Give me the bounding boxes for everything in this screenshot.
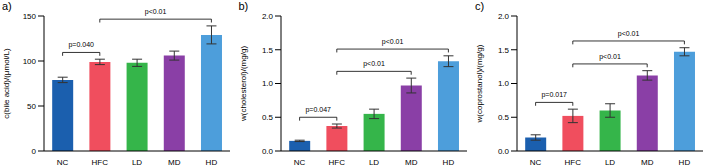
svg-text:p<0.01: p<0.01 bbox=[618, 30, 640, 38]
svg-text:NC: NC bbox=[57, 158, 69, 167]
svg-text:1.0: 1.0 bbox=[261, 79, 273, 88]
svg-text:p<0.01: p<0.01 bbox=[381, 38, 403, 46]
html-text:b): b) bbox=[238, 0, 249, 12]
svg-text:0.0: 0.0 bbox=[498, 147, 510, 156]
svg-text:HFC: HFC bbox=[328, 158, 345, 167]
svg-text:1.5: 1.5 bbox=[498, 46, 510, 55]
svg-text:NC: NC bbox=[293, 158, 305, 167]
html-text:c): c) bbox=[475, 0, 485, 12]
svg-text:p<0.01: p<0.01 bbox=[145, 8, 167, 16]
svg-text:p=0.047: p=0.047 bbox=[305, 106, 331, 114]
svg-text:MD: MD bbox=[168, 158, 181, 167]
svg-text:1.5: 1.5 bbox=[261, 46, 273, 55]
svg-text:0.0: 0.0 bbox=[261, 147, 273, 156]
svg-text:HFC: HFC bbox=[565, 158, 582, 167]
svg-text:2.0: 2.0 bbox=[498, 12, 510, 21]
svg-text:0.5: 0.5 bbox=[498, 113, 510, 122]
svg-text:0.5: 0.5 bbox=[261, 113, 273, 122]
svg-text:w(cholesterol)/(mg/g): w(cholesterol)/(mg/g) bbox=[238, 46, 247, 122]
svg-text:MD: MD bbox=[641, 158, 654, 167]
svg-text:c(bile acid)/(μmol/L): c(bile acid)/(μmol/L) bbox=[8, 48, 11, 119]
svg-text:p<0.01: p<0.01 bbox=[599, 53, 621, 61]
svg-text:2.0: 2.0 bbox=[261, 12, 273, 21]
html-text:a): a) bbox=[2, 0, 12, 12]
svg-text:HD: HD bbox=[679, 158, 691, 167]
svg-text:p<0.01: p<0.01 bbox=[363, 60, 385, 68]
svg-text:100: 100 bbox=[23, 57, 37, 66]
svg-text:p=0.040: p=0.040 bbox=[68, 41, 94, 49]
svg-text:w(coprostanol)/(mg/g): w(coprostanol)/(mg/g) bbox=[475, 44, 484, 123]
svg-text:50: 50 bbox=[27, 102, 36, 111]
svg-text:HD: HD bbox=[442, 158, 454, 167]
svg-text:HFC: HFC bbox=[92, 158, 109, 167]
svg-text:LD: LD bbox=[605, 158, 615, 167]
svg-text:150: 150 bbox=[23, 12, 37, 21]
svg-text:NC: NC bbox=[530, 158, 542, 167]
svg-text:LD: LD bbox=[132, 158, 142, 167]
svg-text:LD: LD bbox=[368, 158, 378, 167]
svg-text:p=0.017: p=0.017 bbox=[541, 91, 567, 99]
svg-text:MD: MD bbox=[404, 158, 417, 167]
svg-text:HD: HD bbox=[206, 158, 218, 167]
svg-text:1.0: 1.0 bbox=[498, 79, 510, 88]
svg-text:0: 0 bbox=[32, 147, 37, 156]
